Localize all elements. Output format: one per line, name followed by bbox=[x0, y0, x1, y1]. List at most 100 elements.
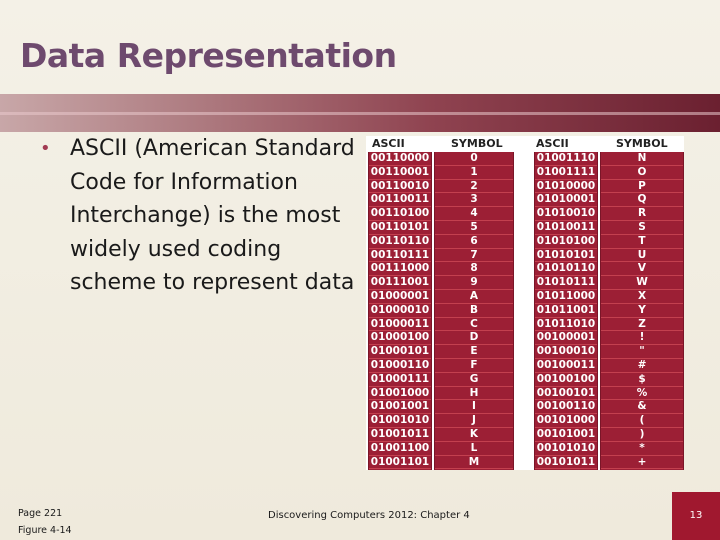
symbol-cell: Q bbox=[601, 193, 683, 208]
symbol-cell: B bbox=[435, 304, 513, 318]
symbol-cell: 1 bbox=[435, 166, 513, 180]
footer-reference: Page 221 Figure 4-14 bbox=[18, 505, 72, 539]
symbol-cell: % bbox=[601, 387, 683, 401]
symbol-cell: U bbox=[601, 249, 683, 263]
ascii-code-cell: 01010001 bbox=[535, 193, 597, 208]
symbol-cell: + bbox=[601, 456, 683, 470]
symbol-cell: N bbox=[601, 152, 683, 166]
symbol-cell: K bbox=[435, 428, 513, 442]
symbol-cell: G bbox=[435, 373, 513, 387]
ascii-code-cell: 00110000 bbox=[369, 152, 431, 166]
symbol-cell: & bbox=[601, 400, 683, 415]
ascii-code-cell: 00110111 bbox=[369, 248, 431, 263]
symbol-cell: O bbox=[601, 166, 683, 180]
ascii-code-cell: 01000100 bbox=[369, 331, 431, 346]
symbol-cell: J bbox=[435, 414, 513, 428]
ascii-code-cell: 01000011 bbox=[369, 317, 431, 332]
symbol-cell: T bbox=[601, 235, 683, 249]
ascii-code-cell: 01001110 bbox=[535, 152, 597, 166]
ascii-code-cell: 00101001 bbox=[535, 428, 597, 442]
symbol-cell: F bbox=[435, 359, 513, 373]
symbol-cell: H bbox=[435, 387, 513, 401]
footer-page-ref: Page 221 bbox=[18, 508, 63, 519]
ascii-code-cell: 00100101 bbox=[535, 386, 597, 401]
symbol-cell: A bbox=[435, 290, 513, 304]
ascii-code-cell: 01001100 bbox=[369, 441, 431, 456]
ascii-code-cell: 00111000 bbox=[369, 262, 431, 277]
header-symbol-right: SYMBOL bbox=[616, 137, 668, 150]
ascii-code-cell: 01001010 bbox=[369, 414, 431, 428]
symbol-cell: Y bbox=[601, 304, 683, 318]
ascii-code-cell: 01010000 bbox=[535, 179, 597, 194]
column-ascii-left: 00110000 00110001 00110010 00110011 00110100… bbox=[368, 152, 432, 470]
ascii-code-cell: 00100100 bbox=[535, 372, 597, 387]
symbol-cell: V bbox=[601, 262, 683, 277]
ascii-code-cell: 00100010 bbox=[535, 345, 597, 359]
ascii-code-cell: 01000010 bbox=[369, 303, 431, 318]
bullet-list: • ASCII (American Standard Code for Info… bbox=[40, 132, 355, 300]
symbol-cell: ) bbox=[601, 428, 683, 442]
symbol-cell: 8 bbox=[435, 262, 513, 277]
ascii-code-cell: 00111001 bbox=[369, 276, 431, 290]
ascii-code-cell: 01011000 bbox=[535, 290, 597, 304]
symbol-cell: 6 bbox=[435, 235, 513, 249]
ascii-code-cell: 00101000 bbox=[535, 414, 597, 428]
ascii-code-cell: 01001011 bbox=[369, 428, 431, 442]
symbol-cell: 0 bbox=[435, 152, 513, 166]
symbol-cell: W bbox=[601, 276, 683, 290]
symbol-cell: C bbox=[435, 318, 513, 332]
ascii-table: ASCII SYMBOL ASCII SYMBOL 00110000 001100… bbox=[366, 136, 684, 470]
ascii-code-cell: 00110010 bbox=[369, 179, 431, 194]
ascii-code-cell: 01001000 bbox=[369, 386, 431, 401]
ascii-code-cell: 01010010 bbox=[535, 207, 597, 221]
ascii-code-cell: 01010101 bbox=[535, 248, 597, 263]
title-divider-highlight bbox=[0, 112, 720, 115]
symbol-cell: 3 bbox=[435, 193, 513, 208]
ascii-code-cell: 01000001 bbox=[369, 290, 431, 304]
ascii-code-cell: 00110011 bbox=[369, 193, 431, 208]
symbol-cell: 2 bbox=[435, 180, 513, 194]
symbol-cell: ( bbox=[601, 414, 683, 428]
symbol-cell: P bbox=[601, 180, 683, 194]
symbol-cell: # bbox=[601, 359, 683, 373]
ascii-code-cell: 00100001 bbox=[535, 331, 597, 346]
symbol-cell: L bbox=[435, 442, 513, 456]
ascii-code-cell: 01010011 bbox=[535, 221, 597, 235]
ascii-code-cell: 00101010 bbox=[535, 441, 597, 456]
symbol-cell: Z bbox=[601, 318, 683, 332]
column-symbol-right: N O P Q R S T U V W X Y Z! " # $% &() * + bbox=[600, 152, 684, 470]
symbol-cell: " bbox=[601, 345, 683, 359]
ascii-code-cell: 01001111 bbox=[535, 165, 597, 180]
ascii-code-cell: 00110110 bbox=[369, 234, 431, 249]
ascii-code-cell: 00100011 bbox=[535, 359, 597, 373]
symbol-cell: R bbox=[601, 207, 683, 221]
header-ascii-left: ASCII bbox=[372, 137, 405, 150]
symbol-cell: M bbox=[435, 456, 513, 470]
bullet-text: ASCII (American Standard Code for Inform… bbox=[70, 136, 355, 295]
ascii-code-cell: 01001101 bbox=[369, 455, 431, 470]
symbol-cell: $ bbox=[601, 373, 683, 387]
ascii-code-cell: 01011001 bbox=[535, 303, 597, 318]
header-ascii-right: ASCII bbox=[536, 137, 569, 150]
ascii-code-cell: 01000110 bbox=[369, 359, 431, 373]
column-ascii-right: 01001110 01001111 01010000 01010001 01010010… bbox=[534, 152, 598, 470]
symbol-cell: 9 bbox=[435, 276, 513, 290]
symbol-cell: E bbox=[435, 345, 513, 359]
symbol-cell: 4 bbox=[435, 207, 513, 221]
ascii-code-cell: 01010110 bbox=[535, 262, 597, 277]
ascii-code-cell: 01010100 bbox=[535, 234, 597, 249]
ascii-code-cell: 00100110 bbox=[535, 400, 597, 415]
ascii-code-cell: 00110100 bbox=[369, 207, 431, 221]
symbol-cell: * bbox=[601, 442, 683, 456]
ascii-code-cell: 00101011 bbox=[535, 455, 597, 470]
symbol-cell: 7 bbox=[435, 249, 513, 263]
slide-number: 13 bbox=[672, 492, 720, 540]
symbol-cell: ! bbox=[601, 331, 683, 346]
ascii-code-cell: 01000101 bbox=[369, 345, 431, 359]
header-symbol-left: SYMBOL bbox=[451, 137, 503, 150]
slide-title: Data Representation bbox=[20, 36, 397, 75]
ascii-code-cell: 01000111 bbox=[369, 372, 431, 387]
bullet-marker: • bbox=[40, 138, 51, 159]
ascii-code-cell: 00110101 bbox=[369, 221, 431, 235]
